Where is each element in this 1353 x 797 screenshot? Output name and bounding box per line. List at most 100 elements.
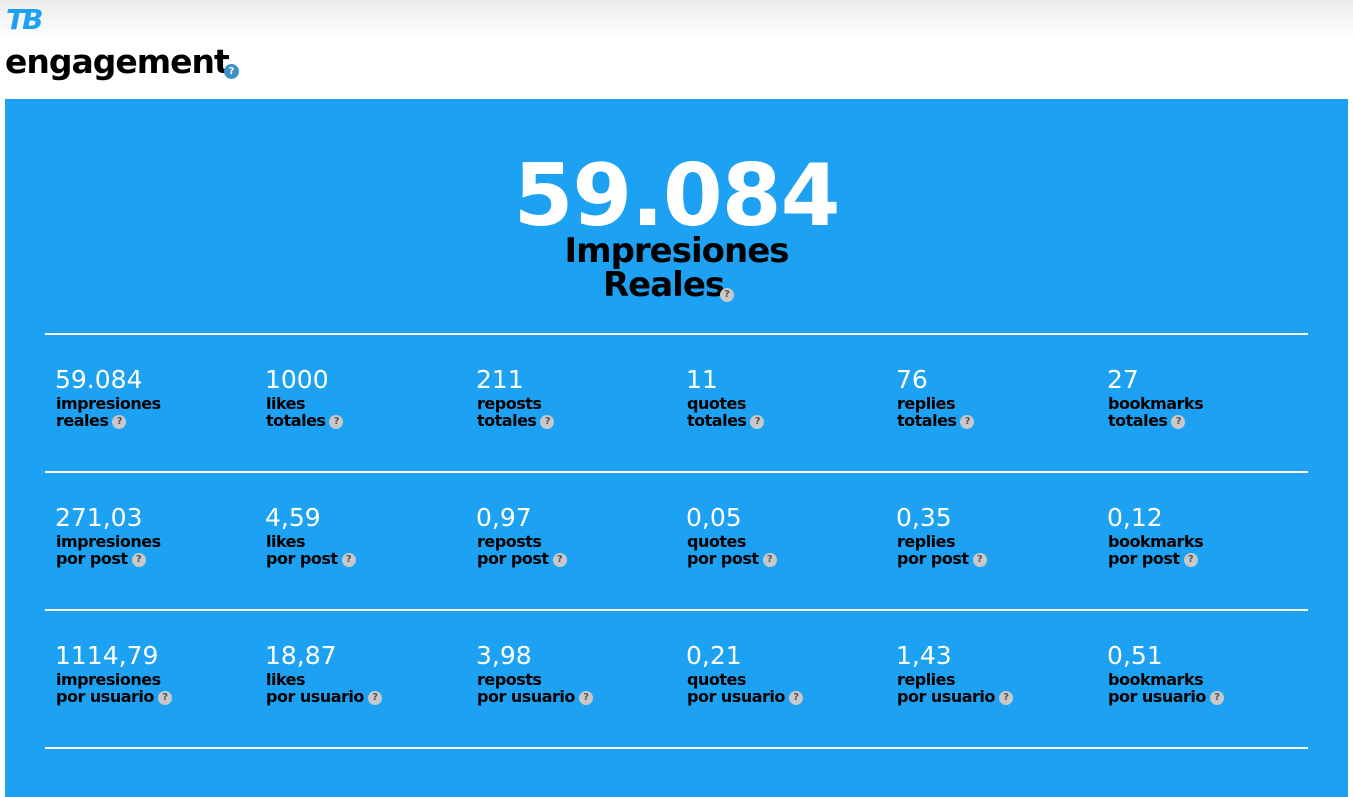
metric-label: reposts por usuario?: [466, 671, 666, 705]
metric-cell: 0,12 bookmarks por post?: [1097, 503, 1297, 567]
section-title: engagement: [5, 42, 230, 81]
divider: [45, 747, 1308, 749]
hero-help-icon[interactable]: ?: [720, 288, 734, 302]
help-icon[interactable]: ?: [578, 690, 593, 705]
help-icon[interactable]: ?: [1209, 690, 1224, 705]
metric-label-line2-wrap: por usuario?: [477, 688, 666, 705]
metric-label-line2-wrap: totales?: [687, 412, 876, 429]
metrics-row: 1114,79 impresiones por usuario? 18,87 likes…: [45, 641, 1308, 721]
metric-label-line2-wrap: por usuario?: [897, 688, 1086, 705]
hero-label-line1: Impresiones: [564, 231, 790, 271]
metric-label-line1: quotes: [687, 532, 746, 551]
help-icon[interactable]: ?: [157, 690, 172, 705]
metric-label: likes por post?: [255, 533, 455, 567]
metric-label-line2: por post: [266, 549, 338, 568]
metric-label-line1: likes: [266, 394, 306, 413]
metric-label-line2-wrap: por post?: [477, 550, 666, 567]
metric-label-line2-wrap: totales?: [897, 412, 1086, 429]
metric-label-line2: por post: [56, 549, 128, 568]
metric-label-line2: por usuario: [1108, 687, 1206, 706]
help-icon[interactable]: ?: [972, 552, 987, 567]
metric-cell: 18,87 likes por usuario?: [255, 641, 455, 705]
metric-label-line1: replies: [897, 532, 956, 551]
help-icon[interactable]: ?: [960, 414, 975, 429]
metric-label: bookmarks por usuario?: [1097, 671, 1297, 705]
metric-label-line2: totales: [266, 411, 326, 430]
metrics-row: 59.084 impresiones reales? 1000 likes totales…: [45, 365, 1308, 445]
metric-label-line2: totales: [1108, 411, 1168, 430]
help-icon[interactable]: ?: [998, 690, 1013, 705]
metric-label-line2-wrap: por post?: [266, 550, 455, 567]
metric-label-line2-wrap: totales?: [477, 412, 666, 429]
metric-value: 1,43: [896, 641, 952, 670]
metric-label: likes totales?: [255, 395, 455, 429]
metric-value: 0,35: [896, 503, 952, 532]
metric-label-line1: replies: [897, 670, 956, 689]
metric-label-line2: por usuario: [687, 687, 785, 706]
metric-label: replies por post?: [886, 533, 1086, 567]
top-bar: TB: [0, 0, 1353, 40]
metric-label-line2-wrap: por post?: [1108, 550, 1297, 567]
metric-label-line1: quotes: [687, 394, 746, 413]
metric-label-line1: replies: [897, 394, 956, 413]
metric-cell: 1000 likes totales?: [255, 365, 455, 429]
metric-label-line1: reposts: [477, 532, 542, 551]
metric-value: 0,12: [1107, 503, 1163, 532]
help-icon[interactable]: ?: [131, 552, 146, 567]
help-icon[interactable]: ?: [112, 414, 127, 429]
metric-cell: 1,43 replies por usuario?: [886, 641, 1086, 705]
metric-cell: 211 reposts totales?: [466, 365, 666, 429]
help-icon[interactable]: ?: [367, 690, 382, 705]
metric-label-line1: reposts: [477, 394, 542, 413]
metric-cell: 0,97 reposts por post?: [466, 503, 666, 567]
help-icon[interactable]: ?: [1183, 552, 1198, 567]
metric-value: 1114,79: [55, 641, 159, 670]
metric-cell: 271,03 impresiones por post?: [45, 503, 245, 567]
metric-label-line2-wrap: totales?: [1108, 412, 1297, 429]
metric-label: replies totales?: [886, 395, 1086, 429]
metric-value: 0,51: [1107, 641, 1163, 670]
metric-label-line1: bookmarks: [1108, 532, 1204, 551]
divider: [45, 333, 1308, 335]
metric-value: 0,97: [476, 503, 532, 532]
tb-logo[interactable]: TB: [6, 3, 43, 36]
metric-value: 0,21: [686, 641, 742, 670]
metric-label-line2: por usuario: [56, 687, 154, 706]
metric-label-line2: reales: [56, 411, 109, 430]
metric-label-line2-wrap: por post?: [687, 550, 876, 567]
divider: [45, 471, 1308, 473]
metric-label-line2: totales: [477, 411, 537, 430]
metric-label: reposts por post?: [466, 533, 666, 567]
metric-label-line1: quotes: [687, 670, 746, 689]
hero-value: 59.084: [513, 146, 841, 246]
metric-label-line2-wrap: por post?: [56, 550, 245, 567]
help-icon[interactable]: ?: [762, 552, 777, 567]
metric-label-line2: por post: [687, 549, 759, 568]
help-icon[interactable]: ?: [788, 690, 803, 705]
engagement-panel: [5, 99, 1348, 797]
help-icon[interactable]: ?: [750, 414, 765, 429]
metric-value: 59.084: [55, 365, 143, 394]
help-icon[interactable]: ?: [329, 414, 344, 429]
metric-label-line2-wrap: por usuario?: [56, 688, 245, 705]
metric-value: 76: [896, 365, 928, 394]
metric-label-line1: likes: [266, 670, 306, 689]
help-icon[interactable]: ?: [540, 414, 555, 429]
metric-label: bookmarks totales?: [1097, 395, 1297, 429]
metric-label: reposts totales?: [466, 395, 666, 429]
metric-cell: 0,35 replies por post?: [886, 503, 1086, 567]
help-icon[interactable]: ?: [1171, 414, 1186, 429]
metric-label-line1: impresiones: [56, 532, 161, 551]
metric-label-line2: totales: [687, 411, 747, 430]
metric-label-line2: por post: [477, 549, 549, 568]
metric-cell: 4,59 likes por post?: [255, 503, 455, 567]
help-icon[interactable]: ?: [552, 552, 567, 567]
metric-label: bookmarks por post?: [1097, 533, 1297, 567]
metric-label-line2-wrap: por post?: [897, 550, 1086, 567]
metric-value: 27: [1107, 365, 1139, 394]
help-icon[interactable]: ?: [224, 64, 239, 79]
metric-label: impresiones reales?: [45, 395, 245, 429]
help-icon[interactable]: ?: [341, 552, 356, 567]
metric-cell: 27 bookmarks totales?: [1097, 365, 1297, 429]
metric-label-line2-wrap: por usuario?: [266, 688, 455, 705]
